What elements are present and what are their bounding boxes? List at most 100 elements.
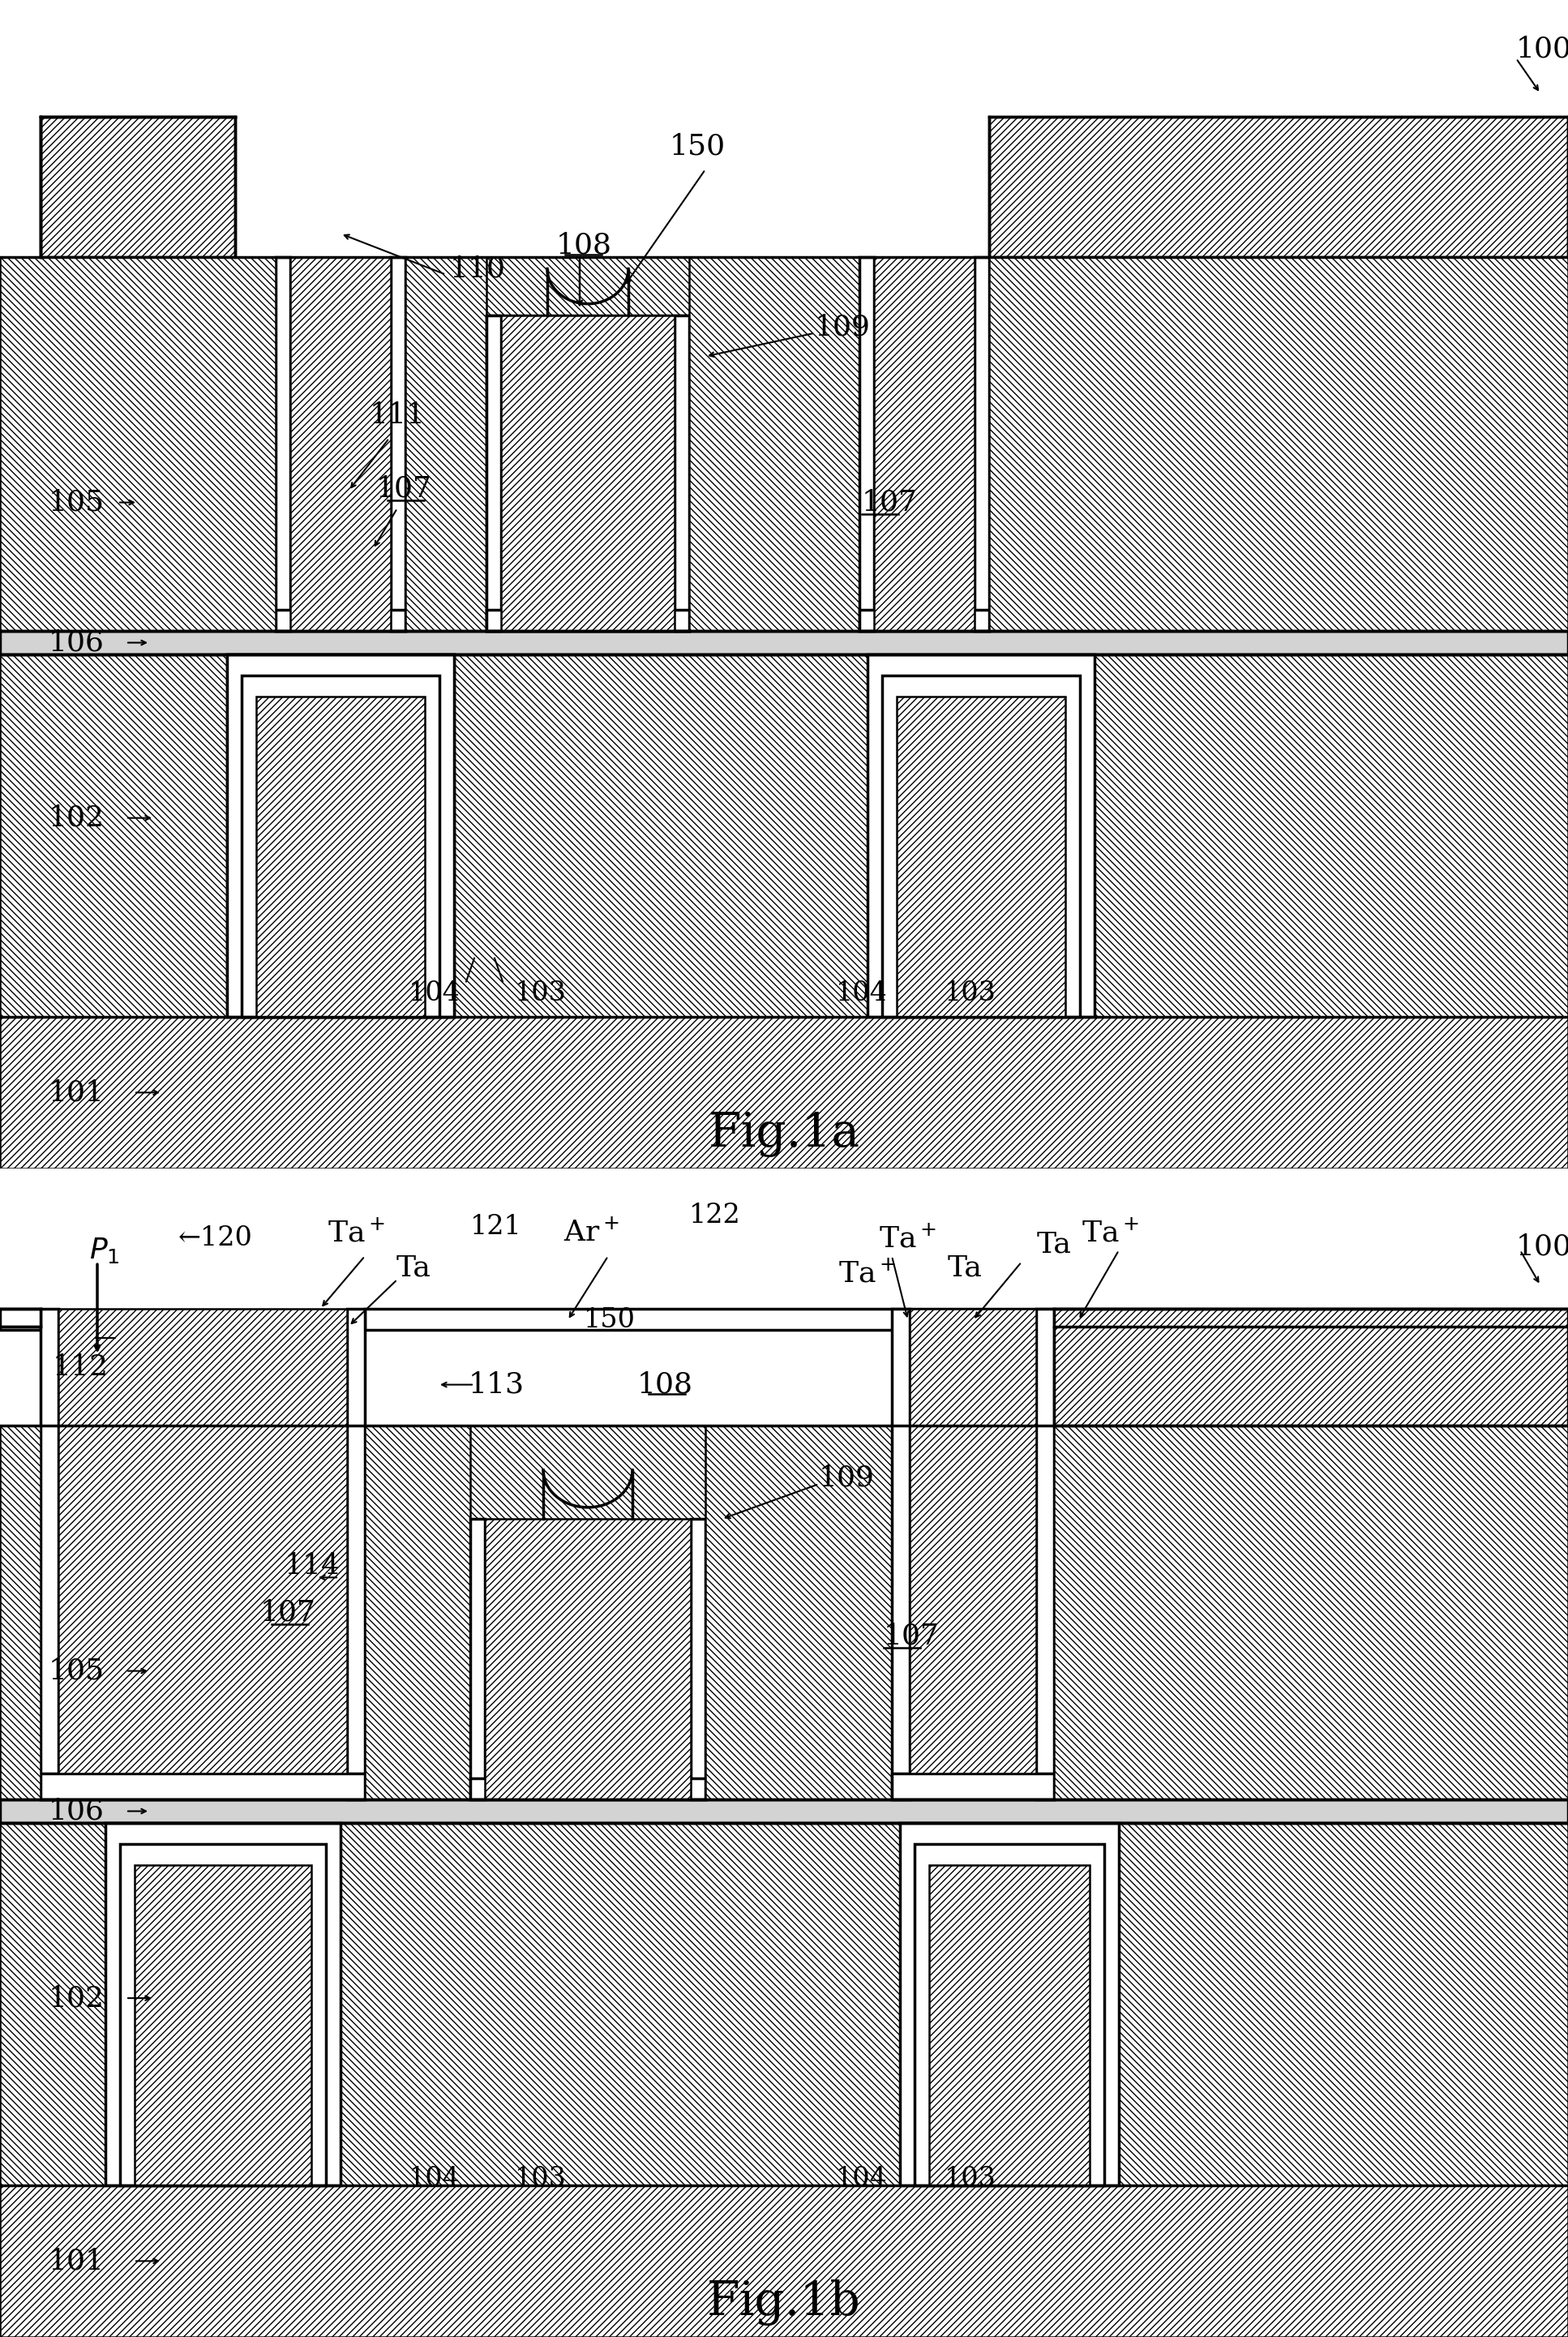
Text: 100: 100 xyxy=(1516,1234,1568,1260)
Text: 104: 104 xyxy=(409,979,461,1007)
Text: 108: 108 xyxy=(637,1372,693,1398)
Bar xyxy=(0,2185,1568,2337)
Bar xyxy=(883,675,1080,1017)
Bar xyxy=(0,1426,41,1799)
Text: 122: 122 xyxy=(690,1201,740,1229)
Bar xyxy=(276,257,406,631)
Bar xyxy=(58,1309,347,1774)
Bar xyxy=(989,117,1568,257)
Bar xyxy=(909,1309,1036,1774)
Text: 103: 103 xyxy=(944,2166,996,2192)
Bar xyxy=(897,696,1065,1017)
Bar xyxy=(135,1865,312,2185)
Bar xyxy=(989,257,1568,631)
Text: Ta: Ta xyxy=(947,1255,982,1281)
Text: Ta: Ta xyxy=(1036,1232,1071,1257)
Bar xyxy=(41,1309,58,1799)
Bar xyxy=(365,1309,1568,1330)
Text: 114: 114 xyxy=(284,1552,340,1580)
Bar xyxy=(914,1844,1104,2185)
Text: 101: 101 xyxy=(49,1080,105,1105)
Bar xyxy=(892,1774,1054,1799)
Bar xyxy=(227,654,455,1017)
Bar xyxy=(873,257,975,631)
Bar xyxy=(485,1519,691,1799)
Text: 106: 106 xyxy=(49,629,105,657)
Text: Ta$^+$: Ta$^+$ xyxy=(328,1218,386,1248)
Bar xyxy=(867,654,1094,1017)
Bar xyxy=(406,257,486,631)
Text: Ar$^+$: Ar$^+$ xyxy=(564,1218,619,1248)
Text: 103: 103 xyxy=(514,2166,566,2192)
Text: 100: 100 xyxy=(1516,35,1568,63)
Text: 113: 113 xyxy=(469,1372,524,1398)
Bar xyxy=(41,1309,365,1799)
Text: 107: 107 xyxy=(376,474,431,502)
Text: ←120: ←120 xyxy=(179,1225,252,1253)
Bar xyxy=(347,1309,365,1799)
Text: 102: 102 xyxy=(49,804,105,832)
Text: Ta$^+$: Ta$^+$ xyxy=(880,1225,938,1253)
Text: 103: 103 xyxy=(944,979,996,1007)
Bar xyxy=(365,1426,470,1799)
Text: 109: 109 xyxy=(815,313,870,341)
Text: 103: 103 xyxy=(514,979,566,1007)
Bar xyxy=(1054,1426,1568,1799)
Bar xyxy=(486,315,502,631)
Bar xyxy=(276,257,290,631)
Bar xyxy=(486,610,690,631)
Text: Ta$^+$: Ta$^+$ xyxy=(839,1260,897,1288)
Bar xyxy=(0,631,1568,654)
Bar xyxy=(227,654,455,1017)
Bar xyxy=(256,696,425,1017)
Bar xyxy=(930,1865,1090,2185)
Text: 102: 102 xyxy=(49,1984,105,2012)
Bar xyxy=(486,315,690,631)
Text: 105: 105 xyxy=(49,1657,105,1685)
Text: $P_1$: $P_1$ xyxy=(89,1236,119,1264)
Bar xyxy=(470,1519,706,1799)
Bar xyxy=(674,315,690,631)
Bar xyxy=(0,654,1568,1017)
Text: 106: 106 xyxy=(49,1797,105,1825)
Bar xyxy=(502,315,674,631)
Bar xyxy=(900,1823,1120,2185)
Text: 107: 107 xyxy=(884,1622,939,1650)
Bar xyxy=(41,117,235,257)
Bar xyxy=(706,1426,892,1799)
Text: 105: 105 xyxy=(49,488,105,516)
Bar xyxy=(121,1844,326,2185)
Text: 111: 111 xyxy=(370,402,425,428)
Bar xyxy=(0,1017,1568,1168)
Bar xyxy=(0,257,1568,631)
Text: 104: 104 xyxy=(836,2166,887,2192)
Text: 107: 107 xyxy=(862,488,917,516)
Bar xyxy=(470,1519,485,1799)
Bar xyxy=(276,610,406,631)
Bar xyxy=(390,257,406,631)
Text: 107: 107 xyxy=(260,1599,315,1627)
Bar xyxy=(691,1519,706,1799)
Bar xyxy=(892,1309,909,1799)
Bar xyxy=(470,1778,706,1799)
Text: Ta$^+$: Ta$^+$ xyxy=(1082,1218,1140,1248)
Text: 112: 112 xyxy=(53,1353,108,1381)
Bar xyxy=(1036,1309,1054,1799)
Bar xyxy=(892,1309,1054,1799)
Bar xyxy=(0,1823,1568,2185)
Bar xyxy=(0,1309,41,1327)
Bar xyxy=(41,1774,365,1799)
Bar xyxy=(105,1823,340,2185)
Bar xyxy=(859,257,989,631)
Bar xyxy=(290,257,390,631)
Text: 150: 150 xyxy=(670,133,726,159)
Bar xyxy=(859,610,989,631)
Bar xyxy=(0,1426,1568,1799)
Text: Ta: Ta xyxy=(397,1255,431,1281)
Text: Fig.1a: Fig.1a xyxy=(709,1112,859,1157)
Text: 150: 150 xyxy=(583,1306,635,1334)
Bar xyxy=(1054,1309,1568,1426)
Bar xyxy=(975,257,989,631)
Bar xyxy=(859,257,873,631)
Text: 110: 110 xyxy=(450,255,506,283)
